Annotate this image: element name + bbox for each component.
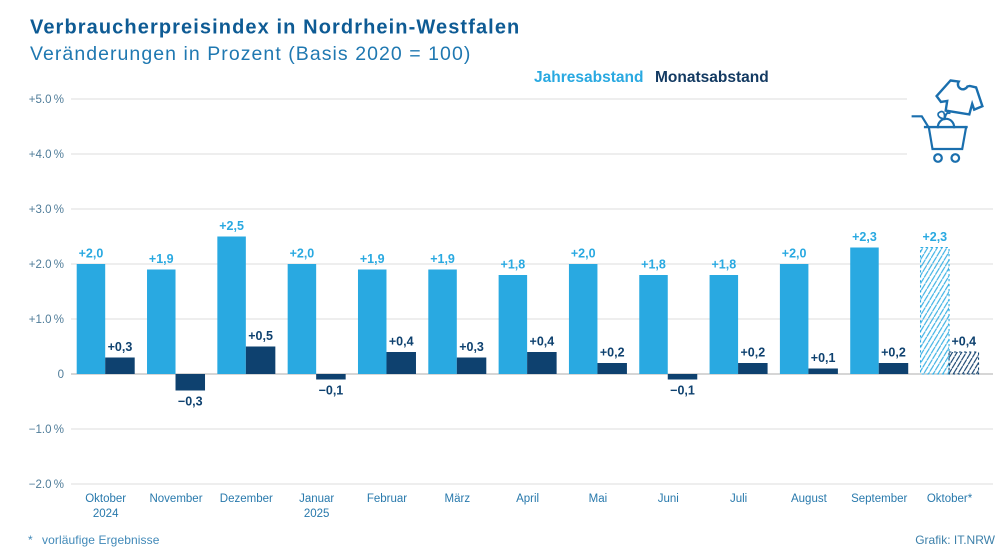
svg-text:August: August xyxy=(791,493,828,505)
svg-text:+0,3: +0,3 xyxy=(459,340,484,354)
svg-text:0: 0 xyxy=(58,369,64,381)
svg-text:September: September xyxy=(851,493,907,505)
svg-text:+1,9: +1,9 xyxy=(149,252,174,266)
svg-text:+2,0: +2,0 xyxy=(79,247,104,261)
svg-text:+1,9: +1,9 xyxy=(430,252,455,266)
svg-text:−1.0 %: −1.0 % xyxy=(29,424,64,436)
svg-text:−2.0 %: −2.0 % xyxy=(29,479,64,491)
svg-text:Juni: Juni xyxy=(658,493,679,505)
svg-text:+2,0: +2,0 xyxy=(782,247,807,261)
svg-text:Verbraucherpreisindex in Nordr: Verbraucherpreisindex in Nordrhein-Westf… xyxy=(30,17,520,39)
svg-text:+2,3: +2,3 xyxy=(852,230,877,244)
svg-text:2025: 2025 xyxy=(304,508,330,520)
svg-text:+0,1: +0,1 xyxy=(811,351,836,365)
svg-text:−0,3: −0,3 xyxy=(178,395,203,409)
svg-text:Oktober: Oktober xyxy=(85,493,126,505)
svg-text:+2,0: +2,0 xyxy=(290,247,315,261)
svg-text:+5.0 %: +5.0 % xyxy=(29,94,64,106)
svg-text:+3.0 %: +3.0 % xyxy=(29,204,64,216)
svg-text:Februar: Februar xyxy=(367,493,407,505)
svg-text:März: März xyxy=(445,493,471,505)
svg-text:Oktober*: Oktober* xyxy=(927,493,973,505)
svg-text:*: * xyxy=(28,533,33,547)
svg-text:+0,4: +0,4 xyxy=(951,335,976,349)
svg-text:+0,5: +0,5 xyxy=(248,329,273,343)
svg-text:Veränderungen in Prozent (Basi: Veränderungen in Prozent (Basis 2020 = 1… xyxy=(30,43,471,65)
svg-text:+0,4: +0,4 xyxy=(389,335,414,349)
svg-text:−0,1: −0,1 xyxy=(670,384,695,398)
svg-text:+1,8: +1,8 xyxy=(641,258,666,272)
svg-text:Dezember: Dezember xyxy=(220,493,273,505)
svg-text:+0,2: +0,2 xyxy=(881,346,906,360)
svg-text:+2,5: +2,5 xyxy=(219,219,244,233)
svg-text:April: April xyxy=(516,493,539,505)
svg-text:+4.0 %: +4.0 % xyxy=(29,149,64,161)
svg-text:Januar: Januar xyxy=(299,493,334,505)
svg-text:+2,3: +2,3 xyxy=(922,230,947,244)
svg-text:Jahresabstand: Jahresabstand xyxy=(534,69,643,86)
svg-text:Grafik: IT.NRW: Grafik: IT.NRW xyxy=(915,533,995,547)
svg-text:−0,1: −0,1 xyxy=(319,384,344,398)
svg-text:+1,9: +1,9 xyxy=(360,252,385,266)
svg-text:+1,8: +1,8 xyxy=(711,258,736,272)
svg-text:Mai: Mai xyxy=(589,493,608,505)
svg-text:+1,8: +1,8 xyxy=(501,258,526,272)
svg-text:+1.0 %: +1.0 % xyxy=(29,314,64,326)
svg-text:2024: 2024 xyxy=(93,508,119,520)
svg-text:+0,4: +0,4 xyxy=(530,335,555,349)
svg-text:+2.0 %: +2.0 % xyxy=(29,259,64,271)
svg-text:+0,2: +0,2 xyxy=(600,346,625,360)
svg-text:Juli: Juli xyxy=(730,493,747,505)
svg-text:Monatsabstand: Monatsabstand xyxy=(655,69,769,86)
svg-text:+0,2: +0,2 xyxy=(740,346,765,360)
svg-text:November: November xyxy=(149,493,202,505)
svg-text:vorläufige Ergebnisse: vorläufige Ergebnisse xyxy=(42,533,160,547)
svg-text:+2,0: +2,0 xyxy=(571,247,596,261)
svg-text:+0,3: +0,3 xyxy=(108,340,133,354)
